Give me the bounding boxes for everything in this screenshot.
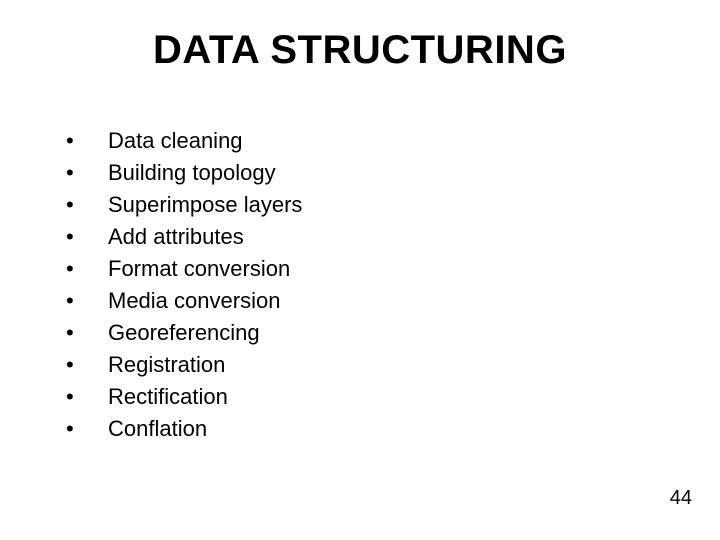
- bullet-icon: •: [60, 258, 108, 280]
- bullet-icon: •: [60, 226, 108, 248]
- bullet-text: Rectification: [108, 386, 228, 408]
- bullet-icon: •: [60, 162, 108, 184]
- bullet-list: • Data cleaning • Building topology • Su…: [60, 130, 302, 450]
- bullet-text: Add attributes: [108, 226, 244, 248]
- list-item: • Data cleaning: [60, 130, 302, 152]
- bullet-icon: •: [60, 322, 108, 344]
- bullet-text: Building topology: [108, 162, 276, 184]
- slide-title: DATA STRUCTURING: [0, 28, 720, 73]
- list-item: • Format conversion: [60, 258, 302, 280]
- page-number: 44: [670, 487, 692, 510]
- bullet-text: Conflation: [108, 418, 207, 440]
- list-item: • Rectification: [60, 386, 302, 408]
- list-item: • Add attributes: [60, 226, 302, 248]
- bullet-text: Georeferencing: [108, 322, 260, 344]
- bullet-text: Superimpose layers: [108, 194, 302, 216]
- list-item: • Registration: [60, 354, 302, 376]
- bullet-text: Format conversion: [108, 258, 290, 280]
- bullet-icon: •: [60, 386, 108, 408]
- list-item: • Georeferencing: [60, 322, 302, 344]
- bullet-icon: •: [60, 290, 108, 312]
- bullet-icon: •: [60, 354, 108, 376]
- bullet-icon: •: [60, 418, 108, 440]
- list-item: • Media conversion: [60, 290, 302, 312]
- bullet-icon: •: [60, 194, 108, 216]
- list-item: • Building topology: [60, 162, 302, 184]
- bullet-text: Registration: [108, 354, 225, 376]
- list-item: • Conflation: [60, 418, 302, 440]
- bullet-icon: •: [60, 130, 108, 152]
- bullet-text: Data cleaning: [108, 130, 243, 152]
- slide: DATA STRUCTURING • Data cleaning • Build…: [0, 0, 720, 540]
- bullet-text: Media conversion: [108, 290, 280, 312]
- list-item: • Superimpose layers: [60, 194, 302, 216]
